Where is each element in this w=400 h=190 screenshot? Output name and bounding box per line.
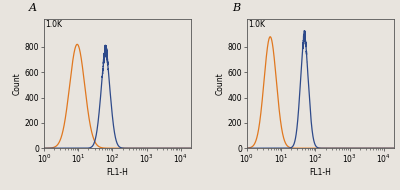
Text: 1.0K: 1.0K [248, 20, 266, 29]
X-axis label: FL1-H: FL1-H [310, 168, 332, 177]
Text: B: B [232, 2, 240, 13]
Text: A: A [29, 2, 37, 13]
Y-axis label: Count: Count [13, 72, 22, 95]
Text: 1.0K: 1.0K [46, 20, 62, 29]
X-axis label: FL1-H: FL1-H [106, 168, 128, 177]
Y-axis label: Count: Count [216, 72, 225, 95]
